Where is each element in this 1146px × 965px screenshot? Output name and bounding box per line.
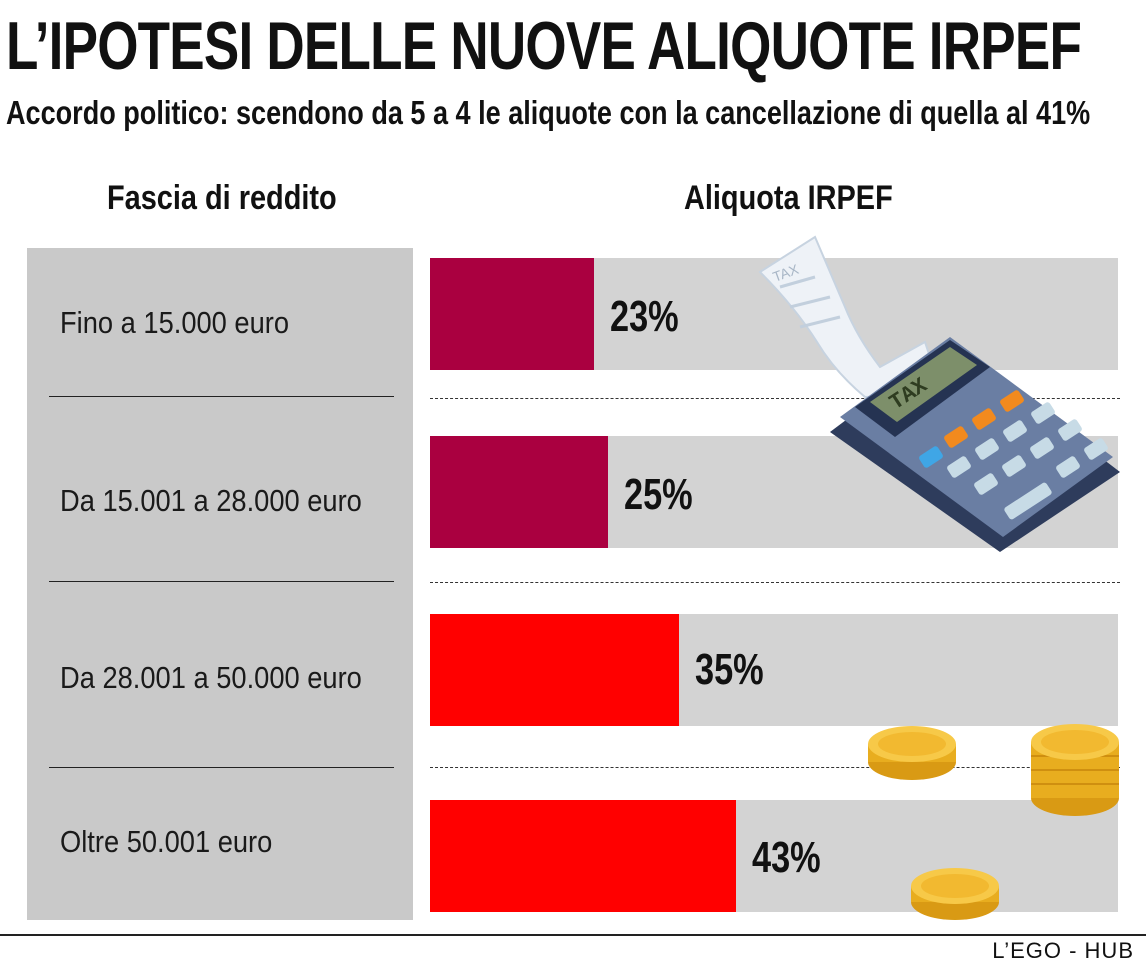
rate-value-1: 23% [610, 292, 679, 341]
coin-icon [911, 868, 999, 920]
bracket-divider [49, 396, 394, 397]
bracket-label-1: Fino a 15.000 euro [60, 305, 290, 340]
calculator-icon: TAX TAX [758, 235, 1120, 552]
row-divider [430, 582, 1120, 583]
column-header-income: Fascia di reddito [107, 179, 337, 217]
footer-divider [0, 934, 1146, 936]
rate-value-2: 25% [624, 470, 693, 519]
rate-bar-3 [430, 614, 679, 726]
income-bracket-panel [27, 248, 413, 920]
rate-value-3: 35% [695, 645, 764, 694]
rate-bar-2 [430, 436, 608, 548]
page-subtitle: Accordo politico: scendono da 5 a 4 le a… [6, 94, 1091, 131]
rate-bar-1 [430, 258, 594, 370]
bracket-divider [49, 767, 394, 768]
row-divider [430, 398, 1120, 399]
bracket-label-3: Da 28.001 a 50.000 euro [60, 660, 362, 695]
rate-bar-4 [430, 800, 736, 912]
coin-stack-icon [868, 724, 1119, 816]
coin-icon [868, 726, 956, 780]
bracket-divider [49, 581, 394, 582]
bracket-label-2: Da 15.001 a 28.000 euro [60, 483, 362, 518]
brand-logo: L’EGO - HUB [992, 938, 1134, 963]
bracket-label-4: Oltre 50.001 euro [60, 824, 273, 859]
rate-value-4: 43% [752, 833, 821, 882]
column-header-rate: Aliquota IRPEF [684, 179, 893, 217]
coin-stack-icon [1031, 724, 1119, 816]
page-title: L’IPOTESI DELLE NUOVE ALIQUOTE IRPEF [6, 8, 1082, 84]
row-divider [430, 767, 1120, 768]
